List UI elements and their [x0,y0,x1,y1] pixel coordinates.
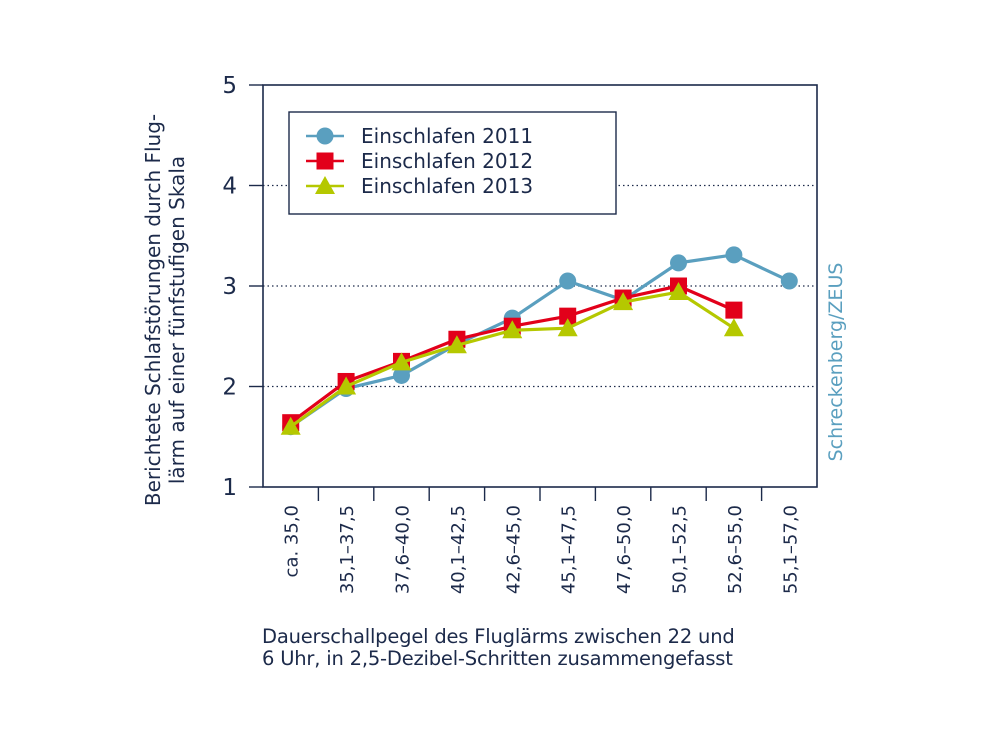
x-tick-label: 50,1–52,5 [670,505,691,594]
legend-marker [316,152,334,170]
x-tick-label: 35,1–37,5 [337,505,358,594]
x-tick-label: 55,1–57,0 [780,505,801,594]
data-point [668,282,689,301]
x-tick-label: 47,6–50,0 [614,505,635,594]
x-axis-title-line-2: 6 Uhr, in 2,5-Dezibel-Schritten zusammen… [262,647,733,670]
data-point [557,318,578,337]
series-1 [282,246,798,436]
series-3 [280,282,744,435]
x-axis: ca. 35,0 35,1–37,5 37,6–40,0 40,1–42,5 42,6–… [282,487,801,594]
y-tick-label: 2 [222,375,237,401]
series-group [280,246,798,436]
x-tick-label: ca. 35,0 [282,505,303,577]
legend-label: Einschlafen 2013 [361,174,533,198]
data-point [723,318,744,337]
data-point [559,272,577,290]
y-tick-label: 5 [222,73,237,99]
legend-entry-3: Einschlafen 2013 [306,174,533,198]
x-tick-label: 37,6–40,0 [393,505,414,594]
legend-label: Einschlafen 2012 [361,149,533,173]
y-tick-label: 4 [222,174,237,200]
x-tick-label: 52,6–55,0 [725,505,746,594]
legend-entry-2: Einschlafen 2012 [306,149,533,173]
series-2 [282,277,743,432]
data-point [725,246,743,264]
legend-marker [316,127,334,145]
legend-marker [315,176,335,194]
plot-frame [262,84,818,488]
data-point [393,366,410,384]
series-line [289,284,735,424]
data-point [280,416,301,435]
legend-entry-1: Einschlafen 2011 [306,124,533,148]
x-tick-label: 45,1–47,5 [559,505,580,594]
data-point [725,301,743,319]
data-point [780,272,798,290]
x-axis-title-line-1: Dauerschallpegel des Fluglärms zwischen … [262,625,735,648]
y-tick-label: 1 [222,475,237,501]
data-point [391,352,412,371]
x-tick-label: 40,1–42,5 [448,505,469,594]
data-point [446,335,467,354]
gridlines [263,184,817,388]
series-line [289,253,790,429]
y-axis: 1 2 3 4 5 [222,73,263,501]
data-point [502,320,523,339]
credit-text: Schreckenberg/ZEUS [825,263,847,462]
x-tick-label: 42,6–45,0 [503,505,524,594]
legend-label: Einschlafen 2011 [361,124,533,148]
y-axis-label-line-1: Berichtete Schlafstörungen durch Flug- [141,114,165,506]
y-tick-label: 3 [222,274,237,300]
legend-box [288,111,617,215]
data-point [670,254,687,272]
data-point [336,376,357,395]
x-axis-title: Dauerschallpegel des Fluglärms zwischen … [262,626,735,670]
data-point [559,307,577,325]
y-axis-label-line-2: lärm auf einer fünfstufigen Skala [165,156,189,484]
data-point [613,292,634,311]
